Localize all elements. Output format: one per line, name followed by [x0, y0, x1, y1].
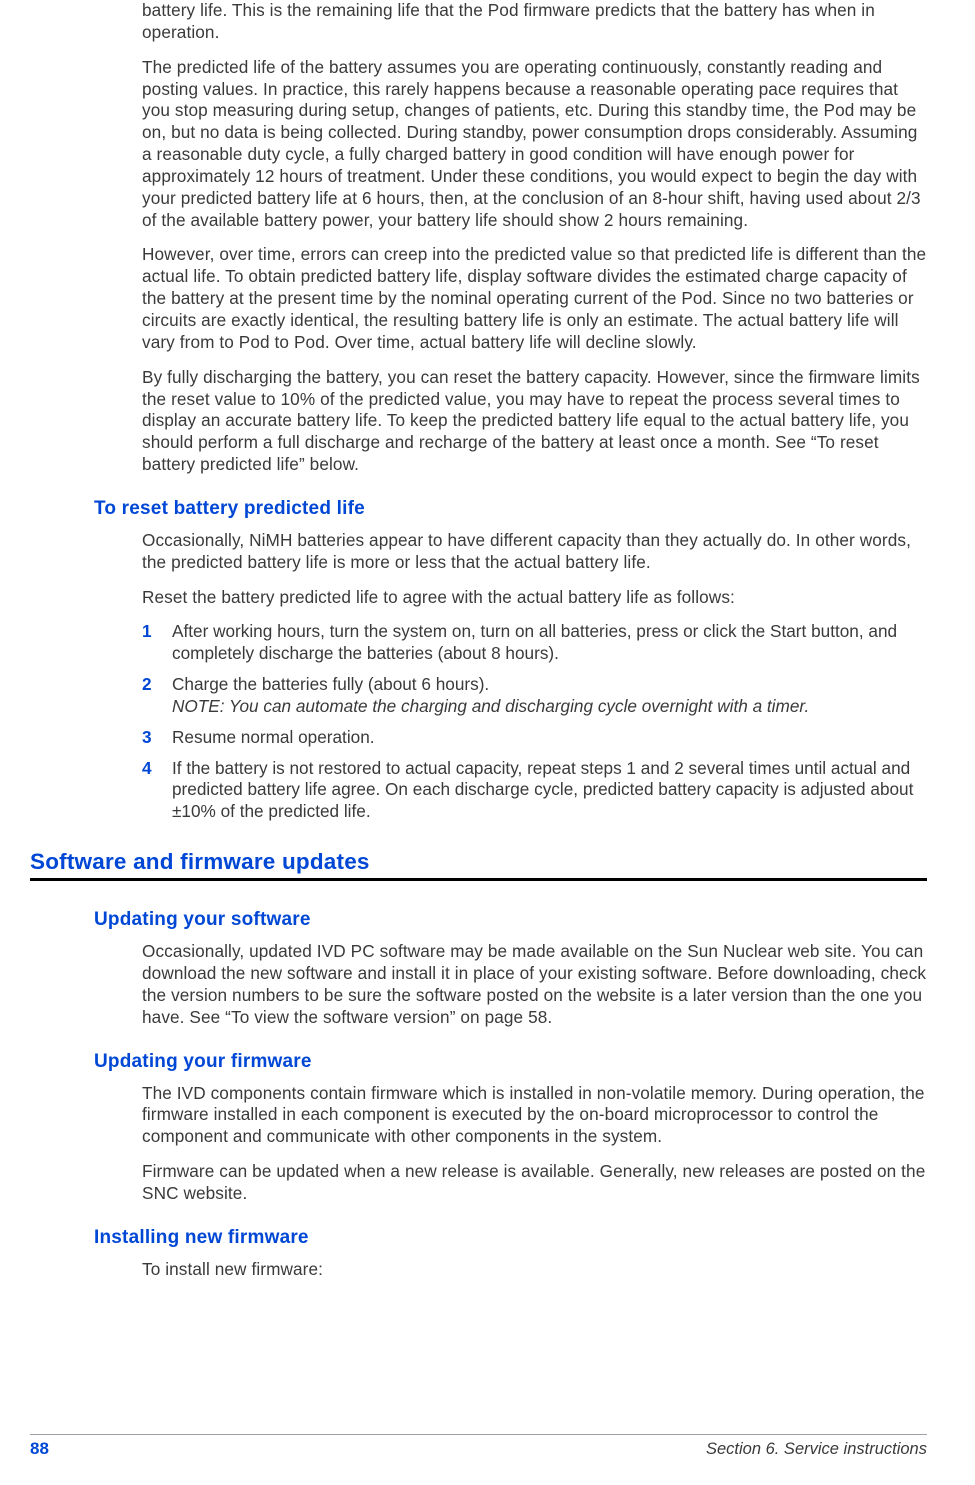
para-errors: However, over time, errors can creep int… [142, 244, 927, 353]
list-number: 1 [142, 621, 172, 665]
heading-software-firmware-updates: Software and firmware updates [30, 849, 927, 878]
content-area: battery life. This is the remaining life… [30, 0, 927, 1281]
para-reset-2: Reset the battery predicted life to agre… [142, 587, 927, 609]
para-discharge: By fully discharging the battery, you ca… [142, 367, 927, 476]
heading-rule [30, 878, 927, 881]
para-reset-1: Occasionally, NiMH batteries appear to h… [142, 530, 927, 574]
page-footer: 88 Section 6. Service instructions [0, 1434, 975, 1459]
page-container: battery life. This is the remaining life… [0, 0, 975, 1485]
list-item: 4 If the battery is not restored to actu… [142, 758, 927, 824]
list-number: 4 [142, 758, 172, 824]
list-text: Charge the batteries fully (about 6 hour… [172, 674, 927, 718]
page-number: 88 [30, 1439, 49, 1459]
heading-updating-firmware: Updating your firmware [94, 1051, 927, 1073]
list-text-main: Charge the batteries fully (about 6 hour… [172, 674, 489, 694]
body-block-battery: battery life. This is the remaining life… [142, 0, 927, 476]
list-number: 2 [142, 674, 172, 718]
para-update-fw-1: The IVD components contain firmware whic… [142, 1083, 927, 1149]
list-item: 2 Charge the batteries fully (about 6 ho… [142, 674, 927, 718]
para-update-sw: Occasionally, updated IVD PC software ma… [142, 941, 927, 1028]
para-predicted-life: The predicted life of the battery assume… [142, 57, 927, 232]
list-item: 1 After working hours, turn the system o… [142, 621, 927, 665]
footer-rule [30, 1434, 927, 1435]
para-update-fw-2: Firmware can be updated when a new relea… [142, 1161, 927, 1205]
ordered-list-reset: 1 After working hours, turn the system o… [142, 621, 927, 823]
body-block-install-fw: To install new firmware: [142, 1259, 927, 1281]
heading-updating-software: Updating your software [94, 909, 927, 931]
body-block-update-fw: The IVD components contain firmware whic… [142, 1083, 927, 1205]
heading-installing-firmware: Installing new firmware [94, 1227, 927, 1249]
body-block-update-sw: Occasionally, updated IVD PC software ma… [142, 941, 927, 1028]
list-text: Resume normal operation. [172, 727, 927, 749]
list-number: 3 [142, 727, 172, 749]
para-install-fw: To install new firmware: [142, 1259, 927, 1281]
footer-row: 88 Section 6. Service instructions [30, 1439, 927, 1459]
body-block-reset: Occasionally, NiMH batteries appear to h… [142, 530, 927, 609]
list-text: After working hours, turn the system on,… [172, 621, 927, 665]
list-text: If the battery is not restored to actual… [172, 758, 927, 824]
list-item: 3 Resume normal operation. [142, 727, 927, 749]
para-intro: battery life. This is the remaining life… [142, 0, 927, 44]
heading-reset-battery: To reset battery predicted life [94, 498, 927, 520]
list-note: NOTE: You can automate the charging and … [172, 696, 809, 716]
section-label: Section 6. Service instructions [706, 1440, 927, 1459]
